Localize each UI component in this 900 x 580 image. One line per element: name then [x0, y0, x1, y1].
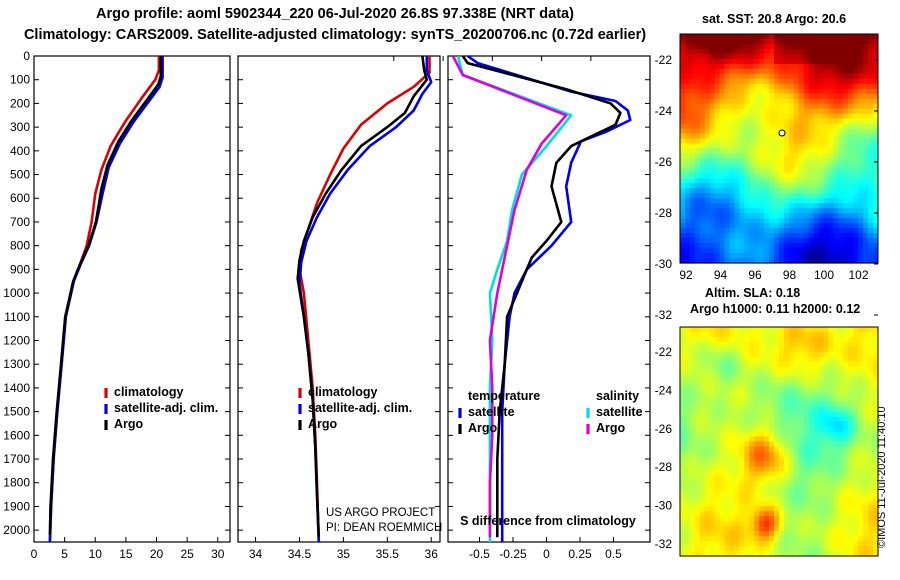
sla-lat-label: -32 — [655, 537, 673, 551]
y-tick-label: 1000 — [3, 286, 30, 300]
y-tick-label: 300 — [10, 120, 30, 134]
y-tick-label: 1400 — [3, 381, 30, 395]
sst-lat-label: -28 — [655, 206, 673, 220]
imos-watermark: ©IMOS 11-Jul-2020 11:40:10 — [876, 406, 888, 548]
series-line-s-argo — [451, 55, 568, 538]
panel-frame-1 — [237, 55, 441, 543]
sst-lon-label: 92 — [679, 268, 693, 282]
y-tick-label: 1200 — [3, 333, 30, 347]
argo-position-marker — [778, 129, 786, 137]
sla-map-frame — [679, 326, 879, 557]
x-tick-label: 5 — [61, 547, 68, 561]
sst-lon-label: 102 — [848, 268, 868, 282]
y-tick-label: 1700 — [3, 452, 30, 466]
credit-line-2: PI: DEAN ROEMMICH — [326, 522, 442, 534]
sst-lat-label: -26 — [655, 155, 673, 169]
y-tick-label: 1900 — [3, 499, 30, 513]
sst-lon-label: 96 — [748, 268, 762, 282]
x-tick-label: 35.5 — [376, 547, 400, 561]
y-tick-label: 100 — [10, 73, 30, 87]
y-tick-label: 2000 — [3, 523, 30, 537]
legend-label: Argo — [596, 421, 626, 435]
sla-lat-label: -28 — [655, 460, 673, 474]
sst-map-title: sat. SST: 20.8 Argo: 20.6 — [702, 12, 847, 26]
legend-heading-salinity: salinity — [596, 389, 639, 403]
x-axis-label: S difference from climatology — [460, 514, 636, 528]
legend-label: Argo — [114, 417, 144, 431]
sla-map — [680, 327, 879, 557]
legend-label: satellite-adj. clim. — [114, 401, 218, 415]
sla-lat-label: -26 — [655, 422, 673, 436]
y-tick-label: 400 — [10, 144, 30, 158]
series-line-argo — [296, 55, 429, 538]
legend-label: climatology — [308, 385, 378, 399]
y-tick-label: 700 — [10, 215, 30, 229]
sla-lat-label: -24 — [655, 383, 673, 397]
x-tick-label: 15 — [119, 547, 133, 561]
y-tick-label: 800 — [10, 239, 30, 253]
series-line-argo — [48, 56, 163, 535]
panel-frame-0 — [33, 55, 231, 543]
x-tick-label: 0.5 — [605, 547, 622, 561]
y-tick-label: 1100 — [4, 310, 30, 324]
x-tick-label: -0.25 — [499, 547, 527, 561]
y-tick-label: 1500 — [3, 405, 30, 419]
sst-lat-label: -30 — [655, 257, 673, 271]
figure-title: Argo profile: aoml 5902344_220 06-Jul-20… — [96, 6, 574, 22]
y-tick-label: 600 — [10, 191, 30, 205]
series-line-t-satellite — [466, 54, 632, 542]
x-tick-label: 35 — [337, 547, 351, 561]
y-tick-label: 900 — [10, 262, 30, 276]
y-tick-label: 1800 — [3, 476, 30, 490]
x-tick-label: 25 — [180, 547, 194, 561]
x-tick-label: 34 — [249, 547, 263, 561]
legend-label: Argo — [468, 421, 498, 435]
figure-subtitle: Climatology: CARS2009. Satellite-adjuste… — [23, 27, 647, 43]
x-tick-label: 0 — [31, 547, 38, 561]
sst-lon-label: 100 — [814, 268, 834, 282]
legend-label: satellite-adj. clim. — [308, 401, 412, 415]
x-tick-label: 0.25 — [568, 547, 592, 561]
sla-map-title: Altim. SLA: 0.18 — [705, 286, 801, 300]
y-tick-label: 0 — [23, 49, 30, 63]
x-tick-label: -0.5 — [469, 547, 490, 561]
legend-label: Argo — [308, 417, 338, 431]
sst-lon-label: 98 — [783, 268, 797, 282]
sla-map-subtitle: Argo h1000: 0.11 h2000: 0.12 — [690, 302, 861, 316]
legend-label: satellite — [468, 405, 515, 419]
sst-lat-label: -32 — [655, 308, 673, 322]
series-line-t-argo — [461, 55, 622, 538]
sla-lat-label: -30 — [655, 499, 673, 513]
panel-frame-2 — [447, 55, 651, 543]
x-tick-label: 0 — [543, 547, 550, 561]
y-tick-label: 1600 — [3, 428, 30, 442]
x-tick-label: 20 — [150, 547, 164, 561]
sst-map-frame — [679, 33, 879, 264]
y-tick-label: 200 — [10, 96, 30, 110]
sst-lat-label: -22 — [655, 53, 673, 67]
x-tick-label: 10 — [89, 547, 103, 561]
y-tick-label: 1300 — [3, 357, 30, 371]
x-tick-label: 34.5 — [288, 547, 312, 561]
sst-lat-label: -24 — [655, 104, 673, 118]
x-tick-label: 36 — [425, 547, 439, 561]
legend-label: satellite — [596, 405, 643, 419]
legend-heading-temperature: temperature — [468, 389, 540, 403]
sla-lat-label: -22 — [655, 345, 673, 359]
sst-lon-label: 94 — [714, 268, 728, 282]
legend-label: climatology — [114, 385, 184, 399]
credit-line-1: US ARGO PROJECT — [326, 507, 435, 519]
y-tick-label: 500 — [10, 168, 30, 182]
series-line-s-satellite — [456, 55, 573, 542]
x-tick-label: 30 — [211, 547, 225, 561]
sst-map — [680, 34, 879, 264]
